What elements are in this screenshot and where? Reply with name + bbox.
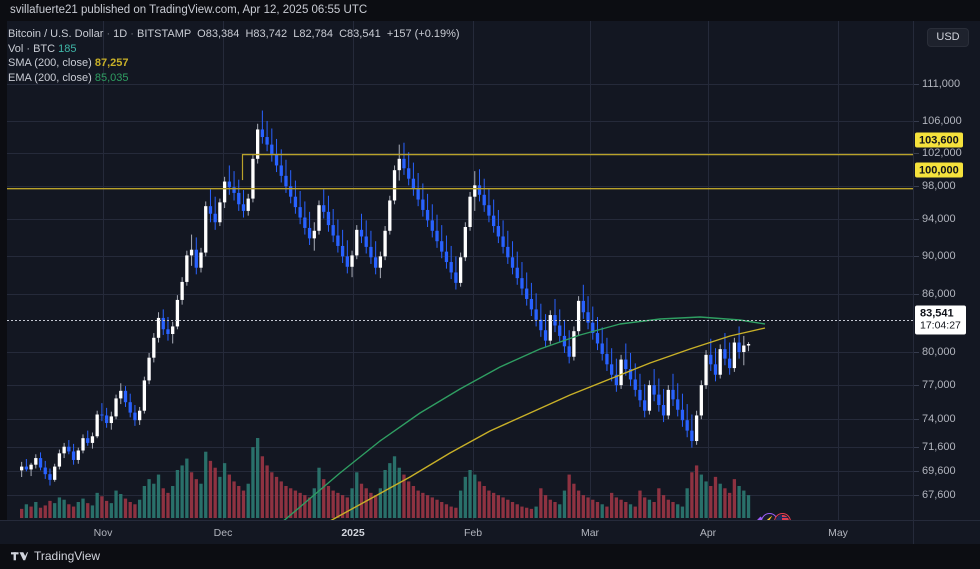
price-axis-tick: 71,600 [922,441,956,453]
time-axis-tick: Nov [93,527,113,539]
price-axis-tick: 74,000 [922,413,956,425]
legend-volume-value: 185 [58,42,77,55]
legend-symbol-row: Bitcoin / U.S. Dollar · 1D · BITSTAMP O8… [8,27,460,42]
legend-close: C83,541 [339,28,381,40]
legend-volume-label: Vol · BTC [8,42,56,55]
price-axis-tick: 67,600 [922,489,956,501]
legend-high: H83,742 [245,28,288,40]
price-level-tag[interactable]: 103,600 [915,132,963,148]
legend-volume-row: Vol · BTC 185 [8,42,460,57]
left-gutter [0,21,7,520]
price-axis-tick: 111,000 [922,78,961,90]
price-axis-tick: 94,000 [922,213,956,225]
chart-panel[interactable]: Bitcoin / U.S. Dollar · 1D · BITSTAMP O8… [0,21,980,520]
legend-ema-label: EMA (200, close) [8,71,92,84]
time-axis-tick: Dec [213,527,233,539]
price-axis-mark [914,385,919,386]
time-axis-tick: 2025 [341,527,365,539]
price-axis-mark [914,84,919,85]
time-axis-tick: Feb [463,527,483,539]
price-axis-tick: 106,000 [922,115,962,127]
tradingview-logo-text: TradingView [34,549,101,563]
publisher-caption: svillafuerte21 published on TradingView.… [0,0,980,21]
time-axis[interactable]: Nov Dec 2025 Feb Mar Apr May [0,520,980,545]
price-axis-mark [914,186,919,187]
time-axis-tick: Mar [580,527,600,539]
price-plot-area[interactable] [7,21,913,520]
legend-low: L82,784 [293,28,333,40]
tradingview-logo: TradingView [11,549,100,563]
tradingview-logo-icon [11,551,28,560]
price-axis-mark [914,419,919,420]
footer: TradingView [0,544,980,569]
current-price-tag[interactable]: 83,541 17:04:27 [915,305,966,335]
price-axis-tick: 102,000 [922,147,962,159]
legend-symbol[interactable]: Bitcoin / U.S. Dollar [8,28,104,40]
current-price-value: 83,541 [920,307,954,320]
price-level-tag[interactable]: 100,000 [915,162,963,178]
price-axis-mark [914,495,919,496]
legend-sma-row: SMA (200, close) 87,257 [8,56,460,71]
chart-legend: Bitcoin / U.S. Dollar · 1D · BITSTAMP O8… [8,27,460,85]
price-axis-tick: 90,000 [922,250,956,262]
legend-exchange: BITSTAMP [137,28,192,40]
price-axis-tick: 77,000 [922,379,956,391]
price-axis-mark [914,256,919,257]
time-axis-tick: Apr [699,527,717,539]
legend-ema-value: 85,035 [94,71,129,84]
bar-countdown: 17:04:27 [920,319,961,332]
legend-change: +157 (+0.19%) [386,28,460,40]
chart-canvas [7,21,913,520]
price-axis-mark [914,294,919,295]
legend-sep-1: · [106,28,111,40]
us-flag-icon [776,515,789,520]
legend-interval[interactable]: 1D [113,28,128,40]
price-axis[interactable]: USD 111,000 106,000 102,000 98,000 94,000 90,… [913,21,980,520]
price-axis-mark [914,219,919,220]
price-axis-mark [914,471,919,472]
legend-ema-row: EMA (200, close) 85,035 [8,71,460,86]
price-axis-tick: 98,000 [922,180,956,192]
legend-sma-value: 87,257 [94,57,129,69]
us-flag-badge-icon[interactable] [774,513,791,520]
price-axis-mark [914,121,919,122]
chart-badges[interactable]: ⚡ [755,513,791,520]
price-axis-mark [914,447,919,448]
time-axis-tick: May [828,527,848,539]
currency-badge[interactable]: USD [927,28,969,47]
legend-sep-2: · [130,28,134,40]
legend-sma-label: SMA (200, close) [8,57,92,69]
price-axis-tick: 80,000 [922,346,956,358]
legend-open: O83,384 [197,28,240,40]
price-axis-tick: 86,000 [922,288,956,300]
price-axis-tick: 69,600 [922,465,956,477]
price-axis-mark [914,153,919,154]
price-axis-mark [914,352,919,353]
